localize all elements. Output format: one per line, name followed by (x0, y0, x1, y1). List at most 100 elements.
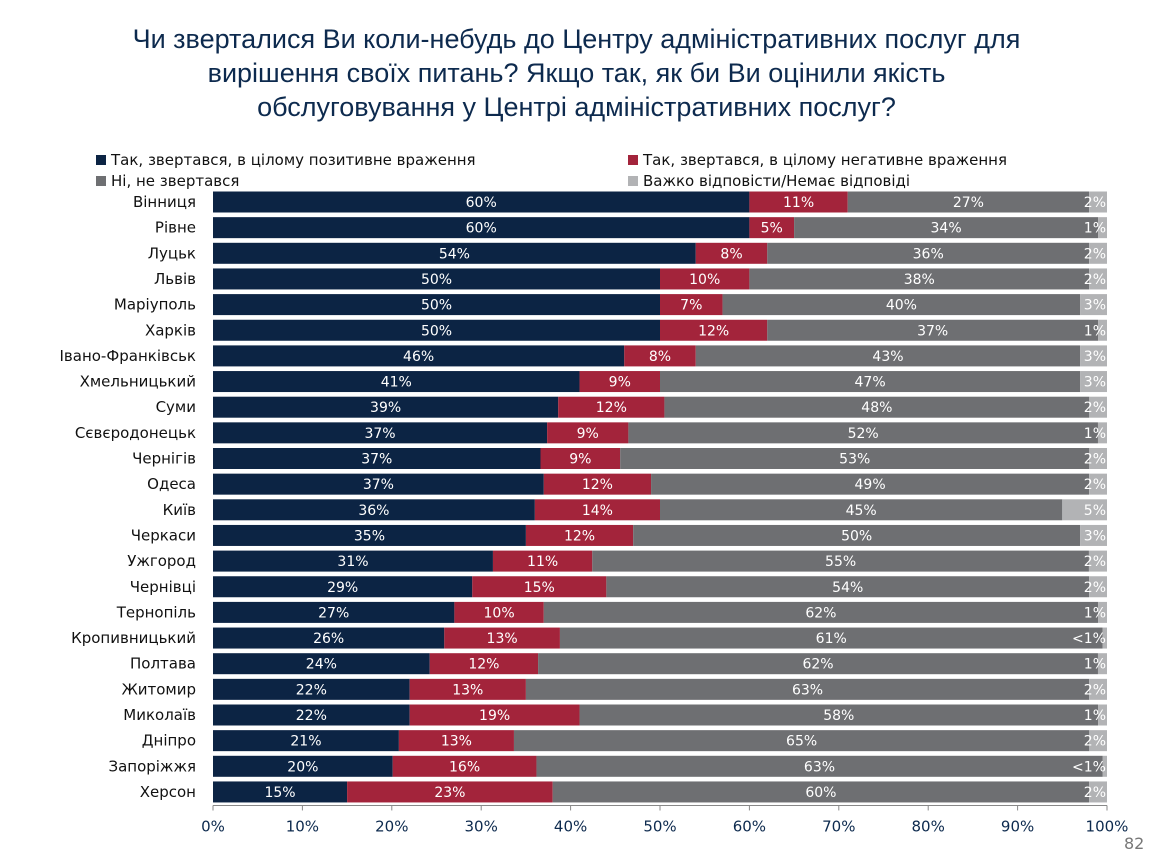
data-label: <1% (1072, 631, 1106, 647)
bar-segment (1080, 524, 1107, 546)
x-tick-label: 0% (201, 817, 225, 835)
bar-segment (525, 524, 634, 546)
bar-segment (1098, 601, 1107, 623)
data-label: 61% (816, 631, 847, 647)
category-label: Івано-Франківськ (59, 347, 196, 365)
data-label: 15% (264, 785, 295, 801)
bar-segment (213, 422, 548, 444)
bar-segment (543, 601, 1099, 623)
bar-segment (213, 319, 660, 341)
bar-segment (213, 678, 410, 700)
data-label: 34% (931, 221, 962, 237)
data-label: 54% (832, 580, 863, 596)
bar-segment (213, 371, 580, 393)
data-label: 35% (354, 528, 385, 544)
bar-segment (1089, 396, 1107, 418)
data-label: 50% (421, 323, 452, 339)
data-label: 2% (1084, 246, 1106, 262)
data-label: 12% (564, 528, 595, 544)
data-label: 8% (649, 349, 671, 365)
bar-segment (213, 653, 430, 675)
bar-segment (213, 345, 625, 367)
x-tick-label: 90% (1001, 817, 1034, 835)
data-label: 2% (1084, 554, 1106, 570)
data-label: 38% (904, 272, 935, 288)
bar-segment (579, 704, 1099, 726)
bar-segment (1097, 422, 1107, 444)
bar-segment (749, 191, 848, 213)
bar-segment (540, 448, 621, 469)
bar-segment (664, 396, 1090, 418)
bar-segment (213, 627, 445, 649)
category-label: Херсон (140, 783, 196, 801)
legend-swatch (628, 155, 638, 165)
data-label: 37% (917, 323, 948, 339)
category-label: Луцьк (148, 244, 196, 262)
data-label: 60% (805, 785, 836, 801)
bar-segment (213, 601, 455, 623)
bar-segment (213, 268, 660, 290)
data-label: 26% (313, 631, 344, 647)
data-label: 50% (421, 272, 452, 288)
data-label: 46% (403, 349, 434, 365)
x-tick-label: 10% (286, 817, 319, 835)
bar-segment (1089, 730, 1107, 752)
x-tick-label: 60% (733, 817, 766, 835)
legend-swatch (96, 176, 106, 186)
data-label: 13% (487, 631, 518, 647)
data-label: 48% (861, 400, 892, 416)
bar-segment (213, 396, 559, 418)
data-label: 31% (337, 554, 368, 570)
bar-segment (1102, 627, 1107, 649)
bar-segment (552, 781, 1090, 803)
data-label: 9% (609, 375, 631, 391)
data-label: 13% (452, 682, 483, 698)
data-label: 9% (577, 426, 599, 442)
data-label: 27% (953, 195, 984, 211)
data-label: 10% (484, 605, 515, 621)
bar-segment (543, 473, 652, 495)
bar-segment (492, 550, 593, 572)
data-label: 13% (441, 734, 472, 750)
data-label: 45% (846, 503, 877, 519)
bar-segment (1062, 499, 1107, 521)
bar-segment (1088, 550, 1107, 572)
bar-segment (1089, 191, 1107, 213)
data-label: 63% (804, 759, 835, 775)
data-label: 5% (761, 221, 783, 237)
data-label: 8% (720, 246, 742, 262)
data-label: 1% (1084, 426, 1106, 442)
data-label: 41% (381, 375, 412, 391)
bar-segment (1089, 268, 1107, 290)
category-label: Полтава (130, 655, 196, 673)
bar-segment (213, 473, 544, 495)
data-label: 3% (1084, 528, 1106, 544)
category-label: Маріуполь (114, 296, 196, 314)
data-label: 62% (805, 605, 836, 621)
x-tick-label: 70% (822, 817, 855, 835)
bar-segment (579, 371, 660, 393)
category-label: Чернівці (130, 578, 196, 596)
data-label: 54% (439, 246, 470, 262)
bar-segment (767, 319, 1099, 341)
bar-segment (1098, 217, 1107, 239)
category-label: Черкаси (131, 526, 196, 544)
data-label: 50% (841, 528, 872, 544)
data-label: 58% (823, 708, 854, 724)
data-label: 1% (1084, 708, 1106, 724)
bar-segment (538, 653, 1098, 675)
data-label: 7% (680, 298, 702, 314)
bar-segment (213, 499, 535, 521)
category-label: Чернігів (132, 450, 196, 468)
bar-segment (1080, 371, 1107, 393)
bar-segment (1098, 704, 1107, 726)
data-label: 20% (287, 759, 318, 775)
bar-segment (429, 653, 539, 675)
data-label: <1% (1072, 759, 1106, 775)
bar-segment (1097, 653, 1107, 675)
bar-segment (847, 191, 1090, 213)
data-label: 43% (872, 349, 903, 365)
bar-segment (559, 627, 1103, 649)
bar-segment (444, 627, 560, 649)
